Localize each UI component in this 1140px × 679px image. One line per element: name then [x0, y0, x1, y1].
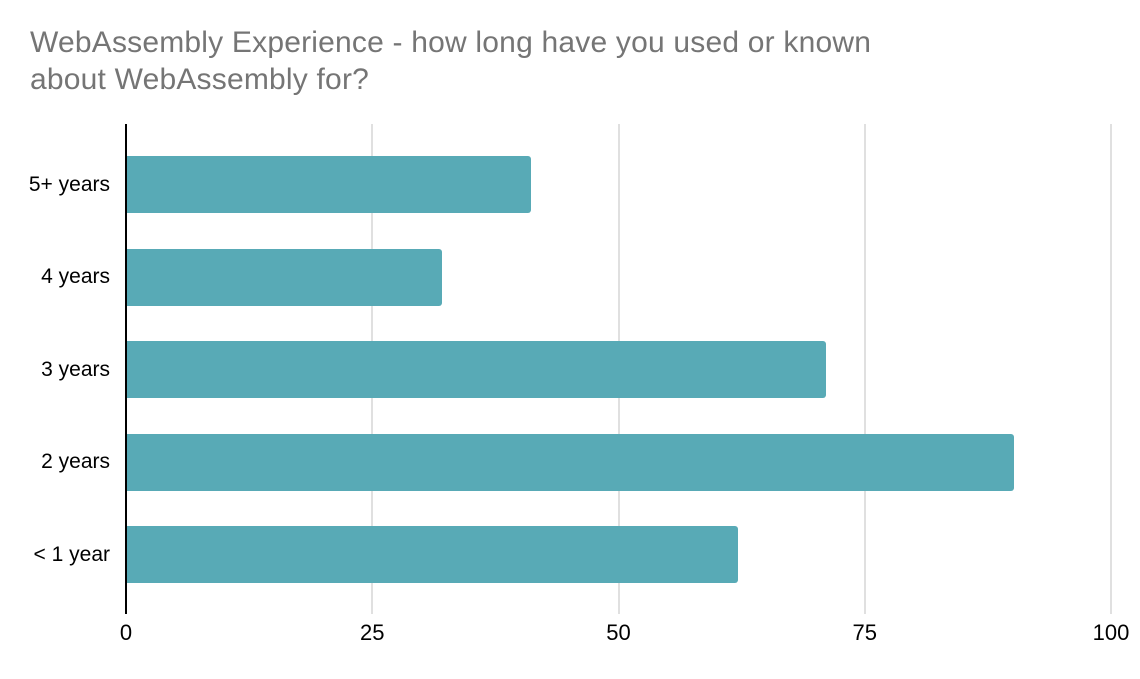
category-label-4: 2 years [41, 450, 110, 473]
category-label-5: < 1 year [33, 542, 110, 566]
x-tick-label-75: 75 [852, 620, 877, 645]
chart-title-line2: about WebAssembly for? [30, 63, 370, 96]
bar-2 [127, 248, 443, 306]
gridline-75 [863, 124, 866, 614]
x-axis-zero-line [125, 124, 127, 614]
x-tick-label-25: 25 [360, 620, 385, 645]
gridline-100 [1110, 124, 1112, 614]
bar-1 [127, 156, 531, 213]
category-label-2: 4 years [41, 265, 110, 288]
x-tick-label-100: 100 [1092, 620, 1130, 645]
bar-5 [127, 526, 738, 583]
bar-4 [127, 433, 1014, 491]
x-tick-label-0: 0 [119, 620, 133, 645]
chart-title-line1: WebAssembly Experience - how long have y… [30, 26, 872, 59]
category-label-3: 3 years [41, 357, 110, 381]
x-tick-label-50: 50 [606, 620, 631, 645]
bar-3 [127, 341, 827, 398]
category-label-1: 5+ years [28, 172, 110, 196]
chart-title: WebAssembly Experience - how long have y… [30, 24, 1110, 98]
